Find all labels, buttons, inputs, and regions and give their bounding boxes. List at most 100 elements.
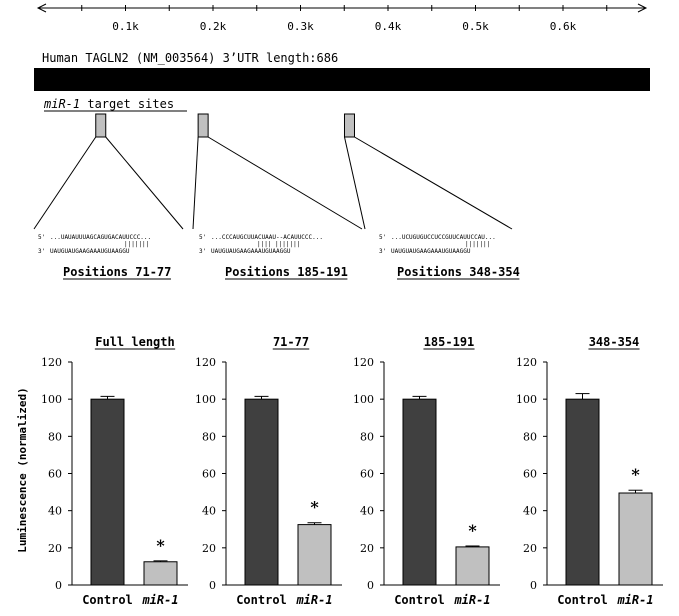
site-seq-top: ...UCUGUGUCCUCCGUUCAUUCCAU... — [391, 234, 496, 241]
y-tick-label: 100 — [516, 393, 537, 406]
ruler-arrow-right — [637, 3, 648, 13]
y-tick-label: 80 — [523, 430, 537, 443]
y-tick-label: 40 — [523, 505, 537, 518]
site-callout-left — [33, 136, 97, 230]
bar-mir1 — [455, 546, 490, 586]
y-tick-label: 0 — [209, 579, 216, 592]
chart-panel: 185-191 0 20 40 60 80 100 120 * Control miR-1 — [353, 335, 500, 607]
bar-control — [565, 398, 600, 586]
site-seq-pairs: ||||||| — [124, 241, 149, 248]
significance-star: * — [156, 536, 165, 555]
site-seq-bottom: UAUGUAUGAAGAAAUGUAAGGU — [211, 248, 291, 255]
y-tick-label: 100 — [195, 393, 216, 406]
site-callout-right — [354, 136, 513, 230]
site-seq-bottom: UAUGUAUGAAGAAAUGUAAGGU — [391, 248, 471, 255]
site-seq-pairs: ||||||| — [465, 241, 490, 248]
site-callout-left — [192, 136, 199, 230]
x-label-mir1: miR-1 — [616, 593, 653, 607]
y-tick-label: 20 — [202, 542, 216, 555]
target-site: 5' ...UAUAUUUAGCAGUGACAUUCCC...||||||| 3' U… — [33, 113, 184, 280]
y-tick-label: 60 — [523, 468, 537, 481]
y-tick-label: 20 — [523, 542, 537, 555]
sites-heading-mirna: miR-1 — [43, 97, 80, 111]
site-position-label: Positions 348-354 — [397, 265, 520, 279]
y-tick-label: 0 — [530, 579, 537, 592]
strand-3-label: 3' — [379, 248, 386, 255]
utr-bar — [34, 68, 650, 91]
y-tick-label: 120 — [195, 356, 216, 369]
site-callout-left — [344, 136, 366, 230]
x-label-mir1: miR-1 — [295, 593, 332, 607]
gene-title: Human TAGLN2 (NM_003564) 3’UTR length:68… — [42, 51, 338, 65]
chart-panel: 71-77 0 20 40 60 80 100 120 * Control miR-1 — [195, 335, 342, 607]
y-tick-label: 120 — [353, 356, 374, 369]
site-seq-bottom: UAUGUAUGAAGAAAUGUAAGGU — [50, 248, 130, 255]
y-tick-label: 120 — [516, 356, 537, 369]
bar-mir1 — [297, 524, 332, 586]
strand-3-label: 3' — [38, 248, 45, 255]
y-tick-label: 80 — [202, 430, 216, 443]
y-tick-label: 100 — [353, 393, 374, 406]
y-tick-label: 20 — [360, 542, 374, 555]
site-callout-right — [207, 136, 363, 230]
chart-panel: 348-354 0 20 40 60 80 100 120 * Control miR-1 — [516, 335, 663, 607]
bar-control — [244, 398, 279, 586]
target-sites: 5' ...UAUAUUUAGCAGUGACAUUCCC...|||||||3' U… — [33, 113, 520, 280]
panel-title: 348-354 — [589, 335, 640, 349]
y-tick-label: 80 — [360, 430, 374, 443]
ruler-tick-label: 0.1k — [112, 20, 139, 33]
chart-panel: Full length 0 20 40 60 80 100 120 * Control miR-1 — [41, 335, 188, 607]
y-tick-label: 80 — [48, 430, 62, 443]
site-seq-top: ...CCCAUGCUUACUAAU--ACAUUCCC... — [211, 234, 323, 241]
ruler-arrow-left — [36, 3, 47, 13]
ruler-tick-label: 0.2k — [200, 20, 227, 33]
site-callout-right — [105, 136, 184, 230]
site-position-label: Positions 185-191 — [225, 265, 348, 279]
target-site: 5' ...UCUGUGUCCUCCGUUCAUUCCAU...||||||| 3'… — [343, 113, 520, 280]
y-tick-label: 20 — [48, 542, 62, 555]
site-marker — [197, 113, 209, 138]
y-tick-label: 40 — [360, 505, 374, 518]
panel-title: 71-77 — [273, 335, 309, 349]
y-tick-label: 60 — [202, 468, 216, 481]
ruler-tick-label: 0.4k — [375, 20, 402, 33]
y-tick-label: 120 — [41, 356, 62, 369]
strand-5-label: 5' — [199, 234, 206, 241]
significance-star: * — [468, 521, 477, 540]
ruler-tick-label: 0.5k — [462, 20, 489, 33]
x-label-control: Control — [557, 593, 608, 607]
significance-star: * — [631, 465, 640, 484]
target-site: 5' ...CCCAUGCUUACUAAU--ACAUUCCC...|||| ||… — [192, 113, 363, 280]
site-marker — [343, 113, 355, 138]
strand-5-label: 5' — [379, 234, 386, 241]
significance-star: * — [310, 498, 319, 517]
y-tick-label: 60 — [360, 468, 374, 481]
panel-title: 185-191 — [424, 335, 475, 349]
y-axis-label: Luminescence (normalized) — [16, 387, 29, 553]
site-seq-top: ...UAUAUUUAGCAGUGACAUUCCC... — [50, 234, 151, 241]
y-tick-label: 40 — [48, 505, 62, 518]
strand-3-label: 3' — [199, 248, 206, 255]
sites-heading: miR-1 target sites — [43, 97, 174, 111]
x-label-control: Control — [394, 593, 445, 607]
site-position-label: Positions 71-77 — [63, 265, 171, 279]
bar-control — [402, 398, 437, 586]
site-seq-pairs: |||| ||||||| — [257, 241, 300, 248]
panel-title: Full length — [95, 335, 174, 349]
ruler-tick-label: 0.3k — [287, 20, 314, 33]
x-label-mir1: miR-1 — [453, 593, 490, 607]
site-marker — [95, 113, 107, 138]
y-tick-label: 0 — [55, 579, 62, 592]
x-label-control: Control — [236, 593, 287, 607]
y-tick-label: 0 — [367, 579, 374, 592]
x-label-control: Control — [82, 593, 133, 607]
ruler-tick-label: 0.6k — [550, 20, 577, 33]
bar-control — [90, 398, 125, 586]
x-label-mir1: miR-1 — [141, 593, 178, 607]
strand-5-label: 5' — [38, 234, 45, 241]
bar-mir1 — [618, 492, 653, 586]
y-tick-label: 40 — [202, 505, 216, 518]
y-tick-label: 60 — [48, 468, 62, 481]
